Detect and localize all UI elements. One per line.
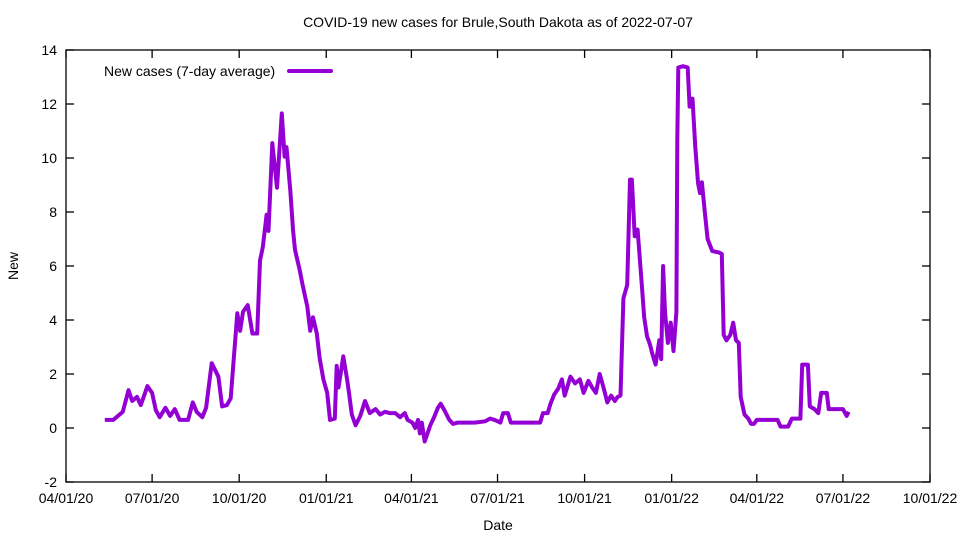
- chart-title: COVID-19 new cases for Brule,South Dakot…: [303, 14, 693, 30]
- x-tick-label: 01/01/21: [299, 490, 354, 506]
- series-line-new-cases: [104, 64, 851, 444]
- x-tick-label: 07/01/20: [125, 490, 180, 506]
- y-tick-label: 6: [49, 258, 57, 274]
- legend-label: New cases (7-day average): [104, 63, 276, 79]
- x-tick-label: 07/01/22: [816, 490, 871, 506]
- y-tick-label: -2: [45, 474, 58, 490]
- x-axis-label: Date: [483, 517, 513, 533]
- x-tick-label: 10/01/22: [903, 490, 958, 506]
- y-tick-label: 2: [49, 366, 57, 382]
- y-tick-label: 4: [49, 312, 57, 328]
- legend: New cases (7-day average): [104, 63, 334, 79]
- x-tick-label: 04/01/21: [384, 490, 439, 506]
- y-tick-label: 0: [49, 420, 57, 436]
- legend-line-swatch: [287, 69, 334, 73]
- y-tick-label: 12: [41, 96, 57, 112]
- y-axis-label: New: [5, 252, 21, 281]
- x-tick-label: 04/01/22: [730, 490, 785, 506]
- x-tick-label: 10/01/21: [557, 490, 612, 506]
- y-tick-label: 8: [49, 204, 57, 220]
- x-tick-label: 01/01/22: [644, 490, 699, 506]
- y-tick-label: 10: [41, 150, 57, 166]
- y-tick-label: 14: [41, 42, 57, 58]
- x-tick-label: 10/01/20: [212, 490, 267, 506]
- x-tick-label: 04/01/20: [39, 490, 94, 506]
- x-tick-label: 07/01/21: [470, 490, 525, 506]
